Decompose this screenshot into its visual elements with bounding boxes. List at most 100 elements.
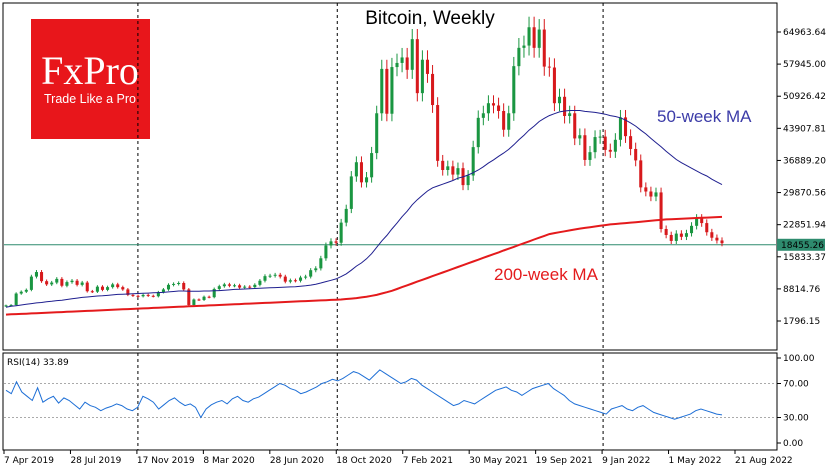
candle-body — [700, 218, 704, 224]
candle-body — [664, 229, 668, 235]
logo-background — [31, 19, 150, 139]
price-tick-label: 36889.20 — [783, 156, 826, 166]
candle-body — [161, 289, 165, 293]
price-tick-label: 1796.15 — [783, 317, 820, 327]
candle-body — [491, 103, 496, 106]
candle-body — [146, 294, 150, 296]
rsi-tick-label: 30.00 — [783, 414, 809, 424]
candle-body — [522, 45, 526, 48]
candle-body — [19, 291, 23, 294]
candle-body — [507, 113, 511, 130]
candle-body — [537, 29, 541, 48]
candle-body — [141, 294, 145, 297]
candle-body — [486, 103, 490, 114]
time-tick-label: 9 Jan 2022 — [602, 456, 650, 466]
candle-body — [578, 135, 582, 139]
time-tick-label: 17 Nov 2019 — [137, 456, 195, 466]
candle-body — [344, 208, 348, 223]
candle-body — [263, 276, 267, 281]
candle-body — [644, 187, 648, 192]
candle-body — [116, 284, 120, 288]
candle-body — [588, 152, 592, 160]
candle-body — [380, 68, 384, 114]
price-tick-label: 50926.42 — [783, 92, 826, 102]
rsi-tick-label: 100.00 — [783, 354, 815, 364]
candle-body — [273, 274, 277, 276]
time-tick-label: 8 Mar 2020 — [203, 456, 255, 466]
candle-body — [248, 286, 252, 288]
candle-body — [552, 67, 556, 104]
candle-body — [258, 280, 262, 285]
candle-body — [324, 245, 328, 259]
candle-body — [45, 281, 49, 285]
time-tick-label: 7 Apr 2019 — [4, 456, 54, 466]
candle-body — [593, 137, 597, 153]
candle-body — [390, 67, 394, 114]
candlesticks — [4, 16, 724, 307]
candle-body — [60, 278, 64, 286]
candle-body — [106, 287, 110, 290]
candle-body — [156, 292, 160, 297]
current-price-tag — [777, 238, 825, 251]
candle-body — [40, 272, 44, 282]
moving-averages — [5, 110, 723, 316]
candle-body — [517, 47, 521, 67]
candle-body — [95, 286, 99, 292]
candle-body — [608, 149, 612, 152]
candle-body — [55, 278, 59, 283]
candle-body — [253, 284, 257, 288]
candle-body — [299, 277, 303, 281]
vertical-markers — [137, 3, 604, 450]
candle-body — [634, 148, 638, 161]
candle-body — [349, 176, 353, 209]
candle-body — [471, 147, 475, 176]
candle-body — [212, 288, 216, 298]
candle-body — [80, 282, 84, 285]
candle-body — [613, 139, 617, 152]
candle-body — [710, 232, 714, 238]
candle-body — [639, 160, 643, 188]
price-tick-label: 22851.94 — [783, 221, 826, 231]
candle-body — [618, 117, 622, 140]
candle-body — [207, 296, 211, 298]
candle-body — [288, 280, 292, 282]
candle-body — [659, 192, 663, 230]
candle-body — [456, 168, 460, 175]
candle-body — [197, 299, 201, 301]
candle-body — [227, 284, 231, 286]
candle-body — [583, 135, 587, 160]
candle-body — [365, 177, 369, 183]
candle-body — [304, 276, 308, 278]
candle-body — [568, 113, 572, 117]
candle-body — [243, 286, 247, 288]
candle-body — [166, 284, 171, 290]
time-tick-label: 21 Aug 2022 — [735, 456, 793, 466]
logo-tagline: Trade Like a Pro — [44, 92, 136, 106]
candle-body — [532, 27, 536, 48]
candle-body — [182, 283, 186, 290]
candle-body — [4, 305, 8, 307]
candle-body — [395, 62, 399, 68]
price-tick-label: 15833.37 — [783, 253, 826, 263]
logo-brand: FxPro — [41, 48, 139, 93]
candle-body — [136, 295, 140, 297]
candle-body — [126, 289, 130, 295]
candle-body — [547, 66, 551, 68]
candle-body — [415, 39, 419, 94]
candle-body — [623, 117, 628, 137]
candle-body — [85, 282, 89, 292]
candle-body — [90, 291, 94, 293]
candle-body — [329, 241, 333, 246]
candle-body — [319, 258, 323, 269]
candle-body — [512, 66, 516, 114]
candle-body — [431, 73, 435, 106]
candle-body — [715, 237, 719, 241]
candle-body — [121, 287, 125, 290]
candle-body — [679, 233, 683, 237]
candle-body — [24, 289, 28, 292]
time-tick-label: 28 Jun 2020 — [270, 456, 324, 466]
candle-body — [420, 59, 424, 94]
candle-body — [177, 283, 181, 285]
rsi-tick-label: 70.00 — [783, 380, 809, 390]
